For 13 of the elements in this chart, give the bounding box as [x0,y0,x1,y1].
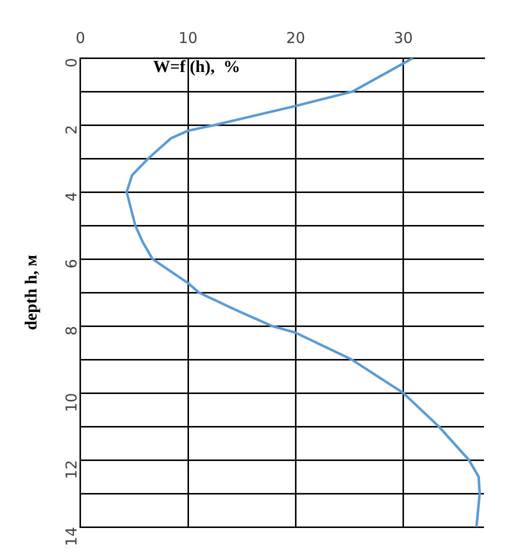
x-tick-label: 30 [394,28,413,47]
y-tick-label: 8 [62,326,80,336]
x-tick-label: 10 [178,28,198,47]
x-axis-title: W=f (h), % [153,56,240,76]
y-tick-label: 4 [62,192,80,202]
y-tick-label: 6 [62,259,80,269]
x-tick-label: 20 [286,28,306,47]
y-tick-label: 10 [62,393,80,412]
y-tick-label: 2 [62,125,80,135]
y-tick-label: 12 [62,460,80,480]
y-axis-title: depth h, м [22,254,41,330]
y-tick-label: 0 [62,58,80,68]
y-tick-label: 14 [62,527,80,546]
